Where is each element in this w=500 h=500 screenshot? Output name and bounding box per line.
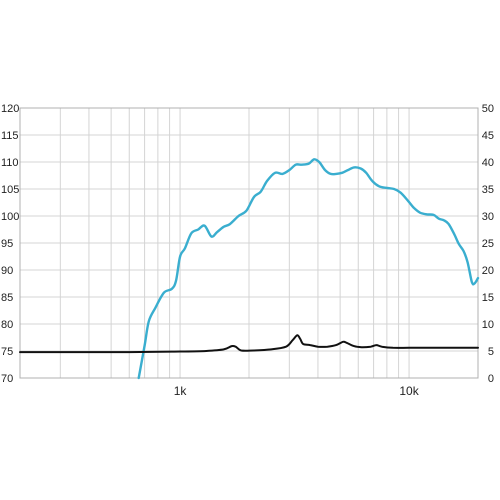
x-tick-label: 10k: [399, 384, 419, 398]
x-tick-label: 1k: [174, 384, 188, 398]
y-axis-left: 70 75 80 85 90 95 100 105 110 115 120: [1, 103, 19, 385]
y-tick-label-right: 0: [488, 373, 494, 385]
y-tick-label-right: 50: [482, 103, 494, 115]
y-tick-label-right: 15: [482, 292, 494, 304]
series-line-2: [19, 334, 479, 354]
y-tick-label-right: 10: [482, 319, 494, 331]
y-tick-label-left: 120: [1, 103, 19, 115]
y-tick-label-right: 20: [482, 265, 494, 277]
y-tick-label-left: 75: [1, 346, 13, 358]
grid: [20, 108, 478, 378]
plot-frame: [19, 107, 479, 379]
y-tick-label-right: 5: [488, 346, 494, 358]
series-line-1: [137, 158, 480, 380]
y-tick-label-right: 30: [482, 211, 494, 223]
y-tick-label-left: 110: [1, 157, 19, 169]
y-tick-label-right: 25: [482, 238, 494, 250]
y-tick-label-left: 70: [1, 373, 13, 385]
y-axis-right: 0 5 10 15 20 25 30 35 40 45 50: [482, 103, 494, 385]
y-tick-label-left: 115: [1, 130, 19, 142]
y-tick-label-left: 80: [1, 319, 13, 331]
y-tick-label-left: 85: [1, 292, 13, 304]
y-tick-label-left: 100: [1, 211, 19, 223]
x-axis: 1k 10k: [174, 384, 420, 398]
y-tick-label-right: 35: [482, 184, 494, 196]
y-tick-label-left: 95: [1, 238, 13, 250]
y-tick-label-left: 90: [1, 265, 13, 277]
y-tick-label-right: 45: [482, 130, 494, 142]
y-tick-label-right: 40: [482, 157, 494, 169]
series-group: [19, 158, 480, 380]
y-tick-label-left: 105: [1, 184, 19, 196]
